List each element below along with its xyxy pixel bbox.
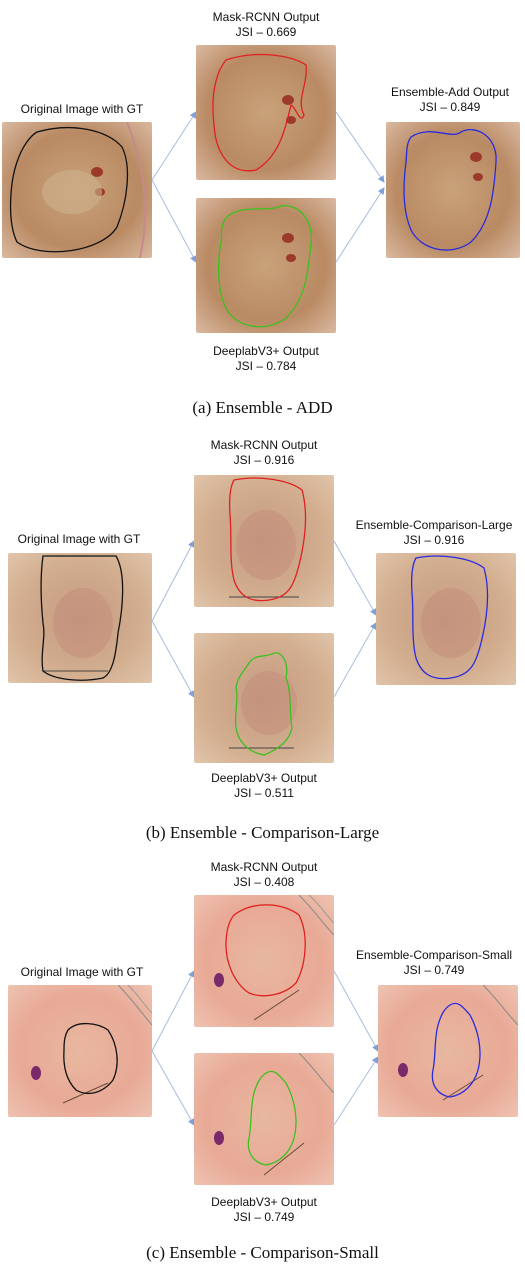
ensemble-jsi: JSI – 0.916 xyxy=(403,533,465,547)
connector-arrows xyxy=(151,970,379,1126)
panel-b: Mask-RCNN Output JSI – 0.916 Original Im… xyxy=(0,425,525,855)
ensemble-contour xyxy=(431,1002,481,1098)
mask-rcnn-label: Mask-RCNN Output JSI – 0.669 xyxy=(196,10,336,40)
original-title: Original Image with GT xyxy=(17,532,141,546)
ensemble-label: Ensemble-Comparison-Large JSI – 0.916 xyxy=(346,518,522,548)
deeplab-image xyxy=(194,633,334,763)
deeplab-jsi: JSI – 0.511 xyxy=(234,786,294,800)
mask-rcnn-jsi: JSI – 0.408 xyxy=(233,875,295,889)
deeplab-label: DeeplabV3+ Output JSI – 0.749 xyxy=(194,1195,334,1225)
ensemble-image xyxy=(376,553,516,685)
mask-rcnn-contour xyxy=(212,53,307,172)
deeplab-jsi: JSI – 0.749 xyxy=(233,1210,295,1224)
ensemble-label: Ensemble-Add Output JSI – 0.849 xyxy=(378,85,522,115)
ensemble-title: Ensemble-Add Output xyxy=(390,85,510,99)
mask-rcnn-image xyxy=(196,45,336,180)
connector-arrows xyxy=(151,540,377,698)
original-image xyxy=(8,553,152,683)
ground-truth-contour xyxy=(40,555,124,681)
ensemble-jsi: JSI – 0.749 xyxy=(403,963,465,977)
original-title: Original Image with GT xyxy=(20,102,144,116)
original-image xyxy=(8,985,152,1117)
ensemble-contour xyxy=(410,555,489,680)
ensemble-jsi: JSI – 0.849 xyxy=(419,100,481,114)
mask-rcnn-title: Mask-RCNN Output xyxy=(212,10,320,24)
original-image xyxy=(2,122,152,258)
mask-rcnn-label: Mask-RCNN Output JSI – 0.916 xyxy=(194,438,334,468)
deeplab-contour xyxy=(217,205,312,328)
deeplab-image xyxy=(196,198,336,333)
ensemble-title: Ensemble-Comparison-Large xyxy=(355,518,513,532)
mask-rcnn-contour xyxy=(225,904,306,997)
caption-a: (a) Ensemble - ADD xyxy=(192,398,333,417)
original-label: Original Image with GT xyxy=(4,532,154,547)
ensemble-image xyxy=(378,985,518,1117)
mask-rcnn-image xyxy=(194,475,334,607)
mask-rcnn-image xyxy=(194,895,334,1027)
deeplab-label: DeeplabV3+ Output JSI – 0.784 xyxy=(196,344,336,374)
original-label: Original Image with GT xyxy=(4,965,160,980)
mask-rcnn-jsi: JSI – 0.916 xyxy=(233,453,295,467)
mask-rcnn-title: Mask-RCNN Output xyxy=(210,438,318,452)
mask-rcnn-jsi: JSI – 0.669 xyxy=(235,25,297,39)
connector-arrows xyxy=(151,111,385,263)
deeplab-title: DeeplabV3+ Output xyxy=(213,344,319,358)
deeplab-contour xyxy=(247,1070,297,1166)
mask-rcnn-contour xyxy=(228,477,307,602)
ensemble-title: Ensemble-Comparison-Small xyxy=(355,948,513,962)
ensemble-label: Ensemble-Comparison-Small JSI – 0.749 xyxy=(346,948,522,978)
deeplab-jsi: JSI – 0.784 xyxy=(235,359,297,373)
caption-c: (c) Ensemble - Comparison-Small xyxy=(146,1243,379,1262)
original-label: Original Image with GT xyxy=(6,102,158,117)
mask-rcnn-label: Mask-RCNN Output JSI – 0.408 xyxy=(194,860,334,890)
deeplab-contour xyxy=(234,652,293,756)
original-title: Original Image with GT xyxy=(20,965,144,979)
caption-b: (b) Ensemble - Comparison-Large xyxy=(145,823,380,842)
ground-truth-contour xyxy=(63,1022,118,1094)
ensemble-contour xyxy=(403,129,497,251)
deeplab-image xyxy=(194,1053,334,1185)
ensemble-image xyxy=(386,122,520,258)
mask-rcnn-title: Mask-RCNN Output xyxy=(210,860,318,874)
deeplab-title: DeeplabV3+ Output xyxy=(211,1195,317,1209)
ground-truth-contour xyxy=(9,126,129,253)
deeplab-label: DeeplabV3+ Output JSI – 0.511 xyxy=(194,771,334,801)
deeplab-title: DeeplabV3+ Output xyxy=(211,771,317,785)
panel-a: Mask-RCNN Output JSI – 0.669 Original Im… xyxy=(0,0,525,425)
panel-c: Mask-RCNN Output JSI – 0.408 Original Im… xyxy=(0,855,525,1272)
